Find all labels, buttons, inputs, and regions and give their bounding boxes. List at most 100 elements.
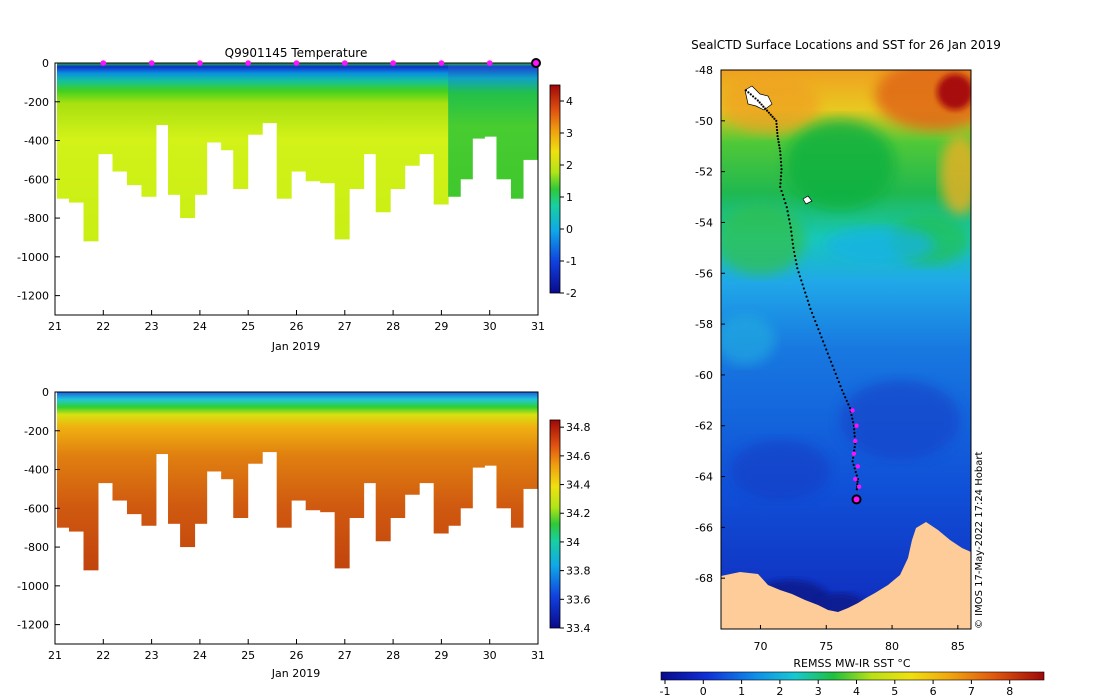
- track-point: [847, 403, 850, 406]
- track-point: [850, 413, 853, 417]
- track-point: [853, 431, 856, 434]
- track-point: [853, 467, 856, 470]
- track-point: [780, 167, 783, 171]
- track-point: [779, 153, 782, 156]
- track-point: [758, 101, 761, 104]
- track-point: [788, 218, 791, 221]
- temperature-profile-column: [404, 63, 420, 166]
- sst-cbtick-label: 6: [930, 685, 937, 698]
- surface-marker: [197, 60, 203, 66]
- track-point: [818, 332, 822, 335]
- surface-marker: [245, 60, 251, 66]
- track-point: [776, 134, 779, 138]
- track-point: [840, 389, 844, 392]
- map-x-ticks: 70 75 80 85: [753, 625, 965, 653]
- track-point: [775, 122, 778, 125]
- temperature-ytick-label: -1000: [17, 251, 49, 264]
- temperature-profile-column: [69, 63, 84, 203]
- track-point: [798, 275, 802, 278]
- track-point: [747, 91, 750, 94]
- track-point: [825, 348, 828, 351]
- temperature-profile-column: [363, 63, 377, 155]
- track-point: [836, 376, 839, 380]
- temperature-profile-column: [180, 63, 196, 219]
- temperature-profile-column: [141, 63, 157, 197]
- track-point: [781, 193, 784, 197]
- salinity-profile-column: [97, 392, 113, 484]
- track-point: [769, 113, 772, 116]
- temperature-xtick-label: 21: [48, 320, 62, 333]
- map-ytick-label: -60: [695, 369, 713, 382]
- temperature-x-label: Jan 2019: [271, 340, 320, 353]
- salinity-panel: 0 -200 -400 -600 -800 -1000 -1200 21 22 23 24 25 26…: [17, 386, 590, 680]
- track-point: [775, 128, 779, 132]
- track-point: [853, 428, 856, 431]
- track-point: [780, 171, 783, 174]
- sst-colorbar-label: REMSS MW-IR SST °C: [793, 657, 911, 670]
- salinity-profile-column: [419, 392, 435, 484]
- track-point: [764, 107, 767, 110]
- track-point: [773, 117, 776, 120]
- temperature-title: Q9901145 Temperature: [225, 46, 368, 60]
- temperature-cbtick-label: 1: [566, 191, 573, 204]
- salinity-cbtick-label: 34.4: [566, 479, 591, 492]
- track-point: [854, 470, 857, 474]
- temperature-profile-column: [97, 63, 113, 155]
- sst-field: [721, 70, 971, 629]
- track-point: [851, 460, 854, 463]
- salinity-profile-column: [291, 392, 307, 501]
- track-point: [837, 380, 840, 384]
- track-point: [779, 157, 782, 160]
- track-point: [791, 238, 794, 241]
- temperature-xtick-label: 23: [145, 320, 159, 333]
- temperature-profile-column: [484, 63, 497, 137]
- temperature-profile-column: [83, 63, 99, 242]
- salinity-profile-column: [404, 392, 420, 495]
- surface-marker: [148, 60, 155, 66]
- temperature-profile-column: [419, 63, 435, 155]
- salinity-profile-column: [523, 392, 538, 489]
- salinity-x-label: Jan 2019: [271, 667, 320, 680]
- temperature-profile-column: [56, 63, 70, 199]
- temperature-profile-column: [390, 63, 406, 189]
- temperature-profile-column: [168, 63, 181, 195]
- salinity-profile-column: [180, 392, 196, 548]
- salinity-profile-column: [334, 392, 350, 569]
- track-point: [778, 147, 781, 150]
- track-point: [780, 164, 783, 167]
- temperature-profile-column: [523, 63, 538, 160]
- salinity-profile-column: [262, 392, 278, 453]
- map-ytick-label: -50: [695, 115, 713, 128]
- track-point: [787, 214, 790, 217]
- salinity-profile-column: [247, 392, 263, 464]
- track-point: [789, 226, 792, 229]
- track-point: [829, 360, 833, 363]
- track-point: [793, 250, 796, 254]
- salinity-profile-column: [194, 392, 208, 524]
- salinity-profile-column: [56, 392, 70, 528]
- recent-position: [853, 438, 858, 444]
- sst-cbtick-label: 4: [853, 685, 860, 698]
- salinity-ytick-label: -400: [24, 464, 49, 477]
- track-point: [783, 197, 786, 201]
- track-point: [852, 463, 855, 466]
- salinity-xtick-label: 27: [338, 649, 352, 662]
- temperature-y-ticks: 0 -200 -400 -600 -800 -1000 -1200: [17, 57, 60, 303]
- temperature-cbtick-label: -1: [566, 255, 577, 268]
- temperature-profile-column: [472, 63, 485, 139]
- track-point: [779, 175, 783, 178]
- temperature-profile-column: [375, 63, 391, 213]
- surface-marker: [390, 60, 396, 66]
- temperature-cbtick-label: 0: [566, 223, 573, 236]
- temperature-cbtick-label: 4: [566, 95, 573, 108]
- track-point: [779, 160, 783, 164]
- track-point: [808, 303, 811, 306]
- track-point: [754, 97, 757, 100]
- temperature-profile-column: [221, 63, 234, 151]
- track-point: [791, 242, 794, 245]
- map-xtick-label: 75: [819, 640, 833, 653]
- temperature-profile-column: [291, 63, 307, 172]
- temperature-ytick-label: -800: [24, 212, 49, 225]
- track-point: [756, 99, 759, 102]
- salinity-xtick-label: 23: [145, 649, 159, 662]
